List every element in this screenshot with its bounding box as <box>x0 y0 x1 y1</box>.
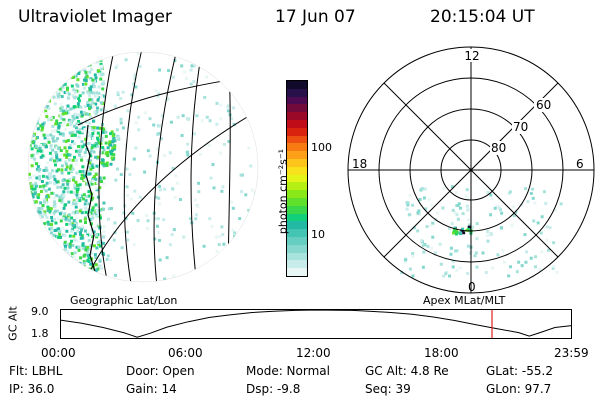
status-ip: IP: 36.0 <box>9 382 55 396</box>
colorbar-swatch <box>287 151 307 160</box>
status-gain: Gain: 14 <box>126 382 177 396</box>
colorbar-tick-10: 10 <box>311 228 325 241</box>
mlat-label-80: 80 <box>491 141 506 155</box>
status-glat: GLat: -55.2 <box>486 364 553 378</box>
colorbar-swatch <box>287 143 307 152</box>
mlt-label-0: 0 <box>468 280 476 294</box>
colorbar-swatch <box>287 182 307 191</box>
colorbar-swatch <box>287 213 307 222</box>
xtick-1200: 12:00 <box>296 346 331 360</box>
colorbar-swatch <box>287 190 307 199</box>
colorbar-swatch <box>287 174 307 183</box>
colorbar-swatch <box>287 104 307 113</box>
status-glon: GLon: 97.7 <box>486 382 552 396</box>
mlt-label-12: 12 <box>464 49 479 63</box>
altitude-chart <box>60 309 572 339</box>
colorbar-swatch <box>287 244 307 254</box>
geographic-caption: Geographic Lat/Lon <box>70 294 178 307</box>
xtick-2359: 23:59 <box>554 346 589 360</box>
polar-emission-dots <box>400 185 563 278</box>
colorbar-swatch <box>287 198 307 207</box>
mlt-label-18: 18 <box>352 157 367 171</box>
xtick-0000: 00:00 <box>41 346 76 360</box>
status-gc-alt: GC Alt: 4.8 Re <box>365 364 449 378</box>
status-dsp: Dsp: -9.8 <box>246 382 301 396</box>
altitude-ylabel: GC Alt <box>6 306 20 341</box>
colorbar-swatch <box>287 96 307 105</box>
colorbar-swatch <box>287 135 307 144</box>
colorbar-swatch <box>287 120 307 129</box>
colorbar-swatch <box>287 221 307 230</box>
colorbar-swatch <box>287 260 307 269</box>
colorbar-swatch <box>287 88 307 98</box>
polar-plot: 12 18 6 0 60 70 80 <box>347 46 595 294</box>
instrument-title: Ultraviolet Imager <box>18 7 172 27</box>
altitude-ytick-top: 9.0 <box>31 305 49 318</box>
colorbar-swatch <box>287 112 307 121</box>
colorbar <box>286 80 308 277</box>
mlat-label-70: 70 <box>513 120 528 134</box>
altitude-frame <box>60 309 572 339</box>
colorbar-swatch <box>287 159 307 168</box>
altitude-series-line <box>60 309 572 338</box>
colorbar-swatch <box>287 166 307 176</box>
xtick-0600: 06:00 <box>168 346 203 360</box>
status-seq: Seq: 39 <box>365 382 411 396</box>
apex-caption: Apex MLat/MLT <box>423 294 506 307</box>
mlat-label-60: 60 <box>536 98 551 112</box>
colorbar-swatch <box>287 229 307 238</box>
colorbar-swatch <box>287 268 307 277</box>
polar-grid <box>347 46 595 294</box>
mlt-label-6: 6 <box>576 157 584 171</box>
status-filter: Flt: LBHL <box>9 364 63 378</box>
colorbar-tick-100: 100 <box>311 141 332 154</box>
colorbar-swatch <box>287 81 307 90</box>
status-door: Door: Open <box>126 364 195 378</box>
colorbar-swatch <box>287 127 307 137</box>
geo-emission-dots <box>28 52 258 282</box>
status-mode: Mode: Normal <box>246 364 330 378</box>
colorbar-swatch <box>287 237 307 246</box>
colorbar-unit-label: photon cm⁻²s⁻¹ <box>276 148 290 235</box>
geographic-image <box>28 51 259 283</box>
xtick-1800: 18:00 <box>424 346 459 360</box>
colorbar-swatch <box>287 205 307 215</box>
date-label: 17 Jun 07 <box>275 7 356 27</box>
altitude-ytick-bottom: 1.8 <box>31 327 49 340</box>
time-label: 20:15:04 UT <box>430 7 535 27</box>
colorbar-swatch <box>287 252 307 261</box>
